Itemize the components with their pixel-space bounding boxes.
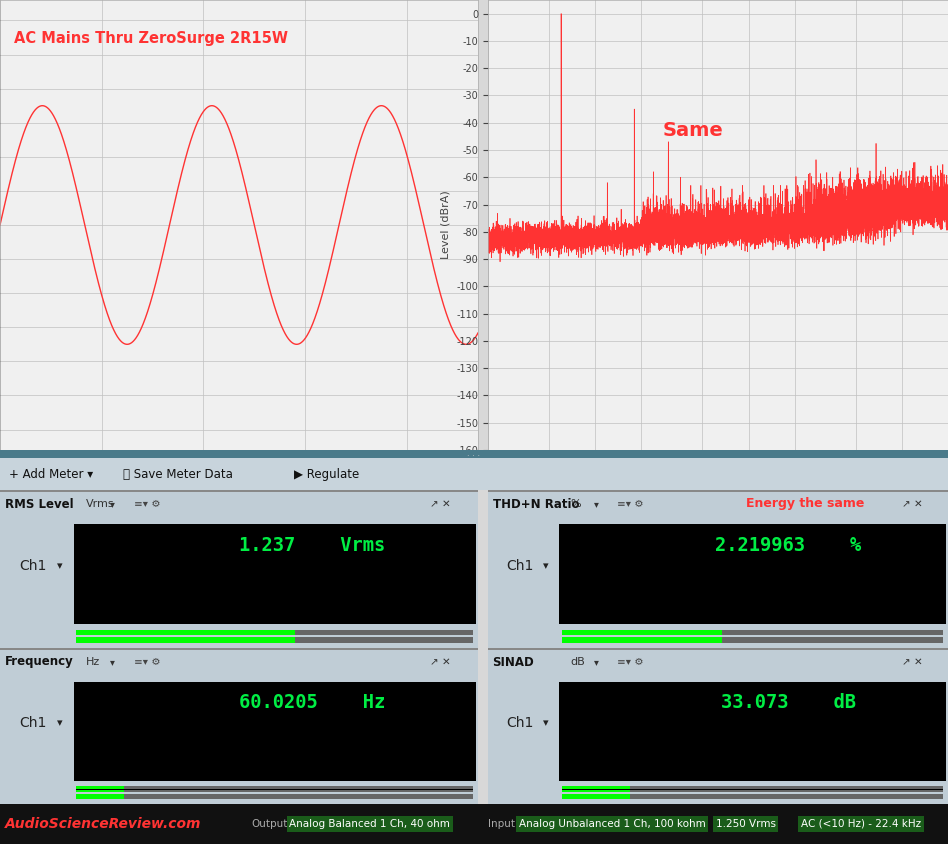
Text: 60.0205    Hz: 60.0205 Hz (239, 693, 385, 712)
Text: RMS Level: RMS Level (5, 497, 73, 511)
Bar (77, 637, 473, 643)
Text: ▾: ▾ (543, 718, 549, 728)
Bar (77, 793, 473, 798)
Text: Same: Same (663, 122, 723, 140)
Text: 2.219963    %: 2.219963 % (715, 536, 862, 555)
Text: ▾: ▾ (110, 657, 115, 667)
Text: Analog Unbalanced 1 Ch, 100 kohm: Analog Unbalanced 1 Ch, 100 kohm (519, 819, 705, 829)
Text: Energy the same: Energy the same (745, 497, 864, 511)
Text: 33.073    dB: 33.073 dB (720, 693, 856, 712)
Text: AC (<10 Hz) - 22.4 kHz: AC (<10 Hz) - 22.4 kHz (801, 819, 921, 829)
Text: AC Mains Thru ZeroSurge 2R15W: AC Mains Thru ZeroSurge 2R15W (14, 31, 288, 46)
Text: ▾: ▾ (593, 499, 599, 509)
Bar (77, 786, 124, 792)
Text: Frequency: Frequency (5, 656, 74, 668)
X-axis label: Time (s): Time (s) (216, 475, 262, 485)
Text: ≡▾ ⚙: ≡▾ ⚙ (617, 499, 644, 509)
Bar (561, 630, 943, 636)
Text: + Add Meter ▾: + Add Meter ▾ (9, 468, 94, 480)
Text: ≡▾ ⚙: ≡▾ ⚙ (134, 657, 160, 667)
Bar (559, 682, 946, 781)
Text: ▾: ▾ (58, 561, 63, 571)
Text: ≡▾ ⚙: ≡▾ ⚙ (617, 657, 644, 667)
Bar (561, 793, 630, 798)
Text: ▾: ▾ (110, 499, 115, 509)
Bar (77, 630, 473, 636)
Y-axis label: Level (dBrA): Level (dBrA) (441, 191, 450, 259)
Text: %: % (571, 499, 581, 509)
Bar (77, 786, 473, 792)
Text: THD+N Ratio: THD+N Ratio (493, 497, 579, 511)
Text: AudioScienceReview.com: AudioScienceReview.com (5, 817, 201, 831)
Bar (561, 637, 943, 643)
X-axis label: Frequency (Hz): Frequency (Hz) (676, 475, 760, 485)
Text: Ch1: Ch1 (19, 717, 46, 730)
Text: ↗ ✕: ↗ ✕ (430, 499, 451, 509)
Text: Input:: Input: (488, 819, 519, 829)
Bar (561, 786, 630, 792)
Text: ▾: ▾ (58, 718, 63, 728)
Text: ⎙ Save Meter Data: ⎙ Save Meter Data (123, 468, 233, 480)
Bar (77, 637, 295, 643)
Text: ↗ ✕: ↗ ✕ (902, 657, 922, 667)
Text: 1.250 Vrms: 1.250 Vrms (716, 819, 775, 829)
Text: ▶ Regulate: ▶ Regulate (294, 468, 359, 480)
Text: . . .: . . . (467, 450, 481, 458)
Bar (74, 524, 476, 625)
Text: Vrms: Vrms (86, 499, 115, 509)
Bar (561, 637, 722, 643)
Text: Hz: Hz (86, 657, 100, 667)
Text: Output:: Output: (251, 819, 291, 829)
Bar (74, 682, 476, 781)
Text: Analog Balanced 1 Ch, 40 ohm: Analog Balanced 1 Ch, 40 ohm (289, 819, 450, 829)
Text: ▾: ▾ (543, 561, 549, 571)
Bar (559, 524, 946, 625)
Text: Ch1: Ch1 (19, 560, 46, 573)
Text: 1.237    Vrms: 1.237 Vrms (239, 536, 385, 555)
Bar (77, 630, 295, 636)
Text: ≡▾ ⚙: ≡▾ ⚙ (134, 499, 160, 509)
Bar (561, 786, 943, 792)
Text: dB: dB (571, 657, 586, 667)
Text: Ch1: Ch1 (506, 717, 534, 730)
Text: ▾: ▾ (593, 657, 599, 667)
Text: SINAD: SINAD (493, 656, 535, 668)
Bar (561, 630, 722, 636)
Text: ↗ ✕: ↗ ✕ (902, 499, 922, 509)
Bar (77, 793, 124, 798)
Bar (561, 793, 943, 798)
Text: Ch1: Ch1 (506, 560, 534, 573)
Text: ↗ ✕: ↗ ✕ (430, 657, 451, 667)
